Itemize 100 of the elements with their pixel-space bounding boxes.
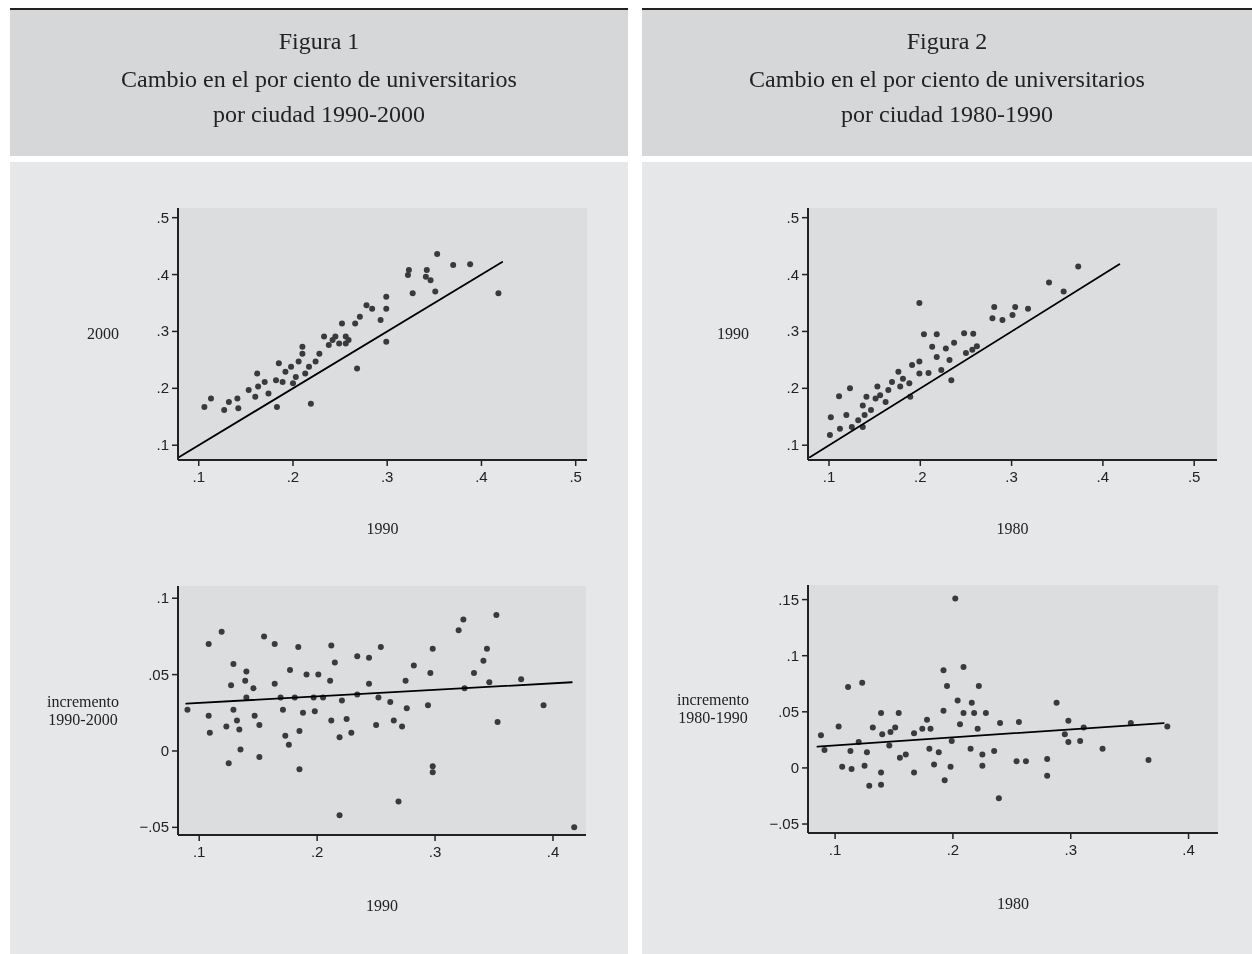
point — [383, 338, 390, 345]
point — [369, 305, 376, 312]
point — [951, 339, 958, 346]
y-axis-title: incremento 1990-2000 — [47, 692, 119, 728]
y-tick-label: −.05 — [139, 818, 169, 836]
y-axis-title: 1990 — [717, 325, 749, 342]
point — [432, 288, 439, 295]
point — [434, 251, 441, 258]
point — [279, 379, 286, 386]
point — [897, 383, 904, 390]
y-tick-label: .3 — [156, 322, 169, 340]
point — [991, 303, 998, 310]
y-tick-label: .1 — [786, 646, 799, 664]
point — [342, 340, 349, 347]
point — [899, 375, 906, 382]
point — [973, 343, 980, 350]
point — [299, 350, 306, 357]
point — [882, 398, 889, 405]
chart-subtitle: Cambio en el por ciento de universitarios por ciudad 1990-2000 — [121, 66, 517, 127]
y-tick-label: 0 — [160, 741, 169, 759]
point — [235, 405, 242, 412]
y-tick-label: .4 — [156, 265, 169, 283]
y-tick-label: .2 — [786, 379, 799, 397]
x-tick-label: .3 — [1064, 841, 1077, 858]
point — [207, 395, 214, 402]
point — [916, 358, 923, 365]
point — [933, 354, 940, 361]
point — [234, 395, 241, 402]
point — [336, 340, 343, 347]
y-tick-label: .1 — [156, 436, 169, 454]
y-tick-label: .4 — [786, 265, 799, 283]
point — [836, 425, 843, 432]
point — [1060, 288, 1067, 295]
point — [325, 342, 332, 349]
y-tick-label: .1 — [786, 436, 799, 454]
y-tick-label: .15 — [778, 590, 799, 608]
x-tick-label: .1 — [192, 843, 206, 860]
y-tick-label: .5 — [156, 208, 169, 226]
point — [948, 377, 955, 384]
point — [282, 368, 289, 375]
x-tick-label: .3 — [380, 468, 394, 485]
point — [874, 383, 881, 390]
point — [275, 360, 282, 367]
point — [255, 383, 262, 390]
point — [938, 367, 945, 374]
point — [872, 395, 879, 402]
point — [423, 267, 430, 274]
point — [316, 350, 323, 357]
point — [273, 377, 280, 384]
y-axis-title: 2000 — [87, 325, 119, 342]
point — [245, 387, 252, 394]
point — [877, 392, 884, 399]
point — [295, 358, 302, 365]
point — [895, 368, 902, 375]
point — [312, 358, 319, 365]
x-tick-label: .4 — [1182, 841, 1195, 858]
y-tick-label: 0 — [790, 758, 799, 776]
point — [867, 406, 874, 413]
point — [885, 387, 892, 394]
point — [989, 315, 996, 322]
x-axis-title: 1990 — [366, 897, 398, 914]
y-tick-label: .3 — [786, 322, 799, 340]
x-axis-title: 1990 — [366, 520, 399, 537]
point — [356, 313, 363, 320]
point — [292, 373, 299, 380]
point — [405, 267, 412, 274]
point — [307, 400, 314, 407]
point — [363, 302, 370, 309]
x-tick-label: .4 — [1096, 468, 1110, 485]
x-tick-label: .2 — [310, 843, 324, 860]
point — [321, 333, 328, 340]
point — [969, 346, 976, 353]
point — [906, 380, 913, 387]
point — [404, 272, 411, 279]
point — [302, 370, 309, 377]
point — [946, 356, 953, 363]
point — [888, 379, 895, 386]
point — [909, 362, 916, 368]
point — [201, 404, 208, 411]
x-tick-label: .1 — [822, 468, 836, 485]
point — [916, 300, 923, 306]
point — [1012, 303, 1019, 310]
x-tick-label: .1 — [828, 841, 842, 858]
point — [467, 261, 474, 268]
point — [848, 424, 855, 431]
point — [827, 414, 834, 421]
point — [1009, 311, 1016, 318]
x-tick-label: .3 — [1005, 468, 1018, 485]
x-tick-label: .4 — [546, 843, 560, 860]
point — [826, 431, 833, 438]
point — [861, 412, 868, 419]
point — [265, 390, 272, 397]
point — [929, 343, 936, 350]
y-tick-label: .5 — [786, 208, 799, 226]
y-tick-label: .05 — [778, 702, 799, 720]
point — [261, 379, 268, 386]
point — [999, 317, 1006, 324]
point — [920, 331, 927, 338]
x-tick-label: .1 — [192, 468, 205, 485]
point — [422, 273, 429, 280]
